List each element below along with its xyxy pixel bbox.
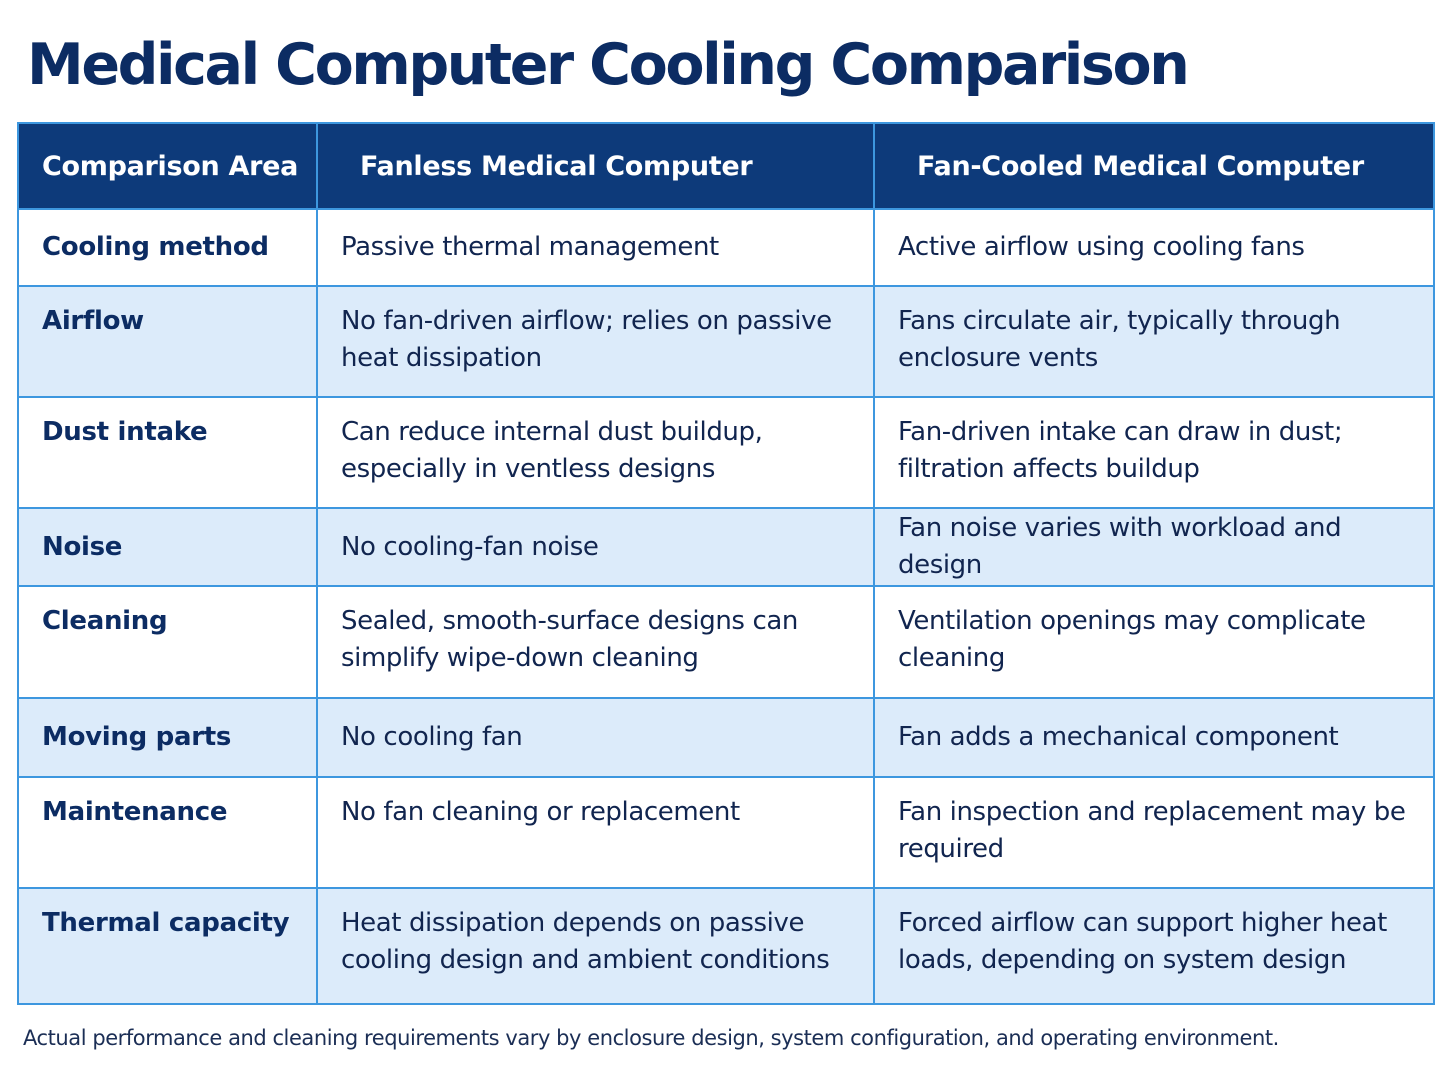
header-fan-cooled: Fan-Cooled Medical Computer xyxy=(873,122,1435,210)
fan-cooled-cell: Ventilation openings may complicate clea… xyxy=(873,585,1435,699)
table-row: Noise No cooling-fan noise Fan noise var… xyxy=(17,507,1435,587)
fan-cooled-cell: Fan inspection and replacement may be re… xyxy=(873,776,1435,889)
fanless-cell: No cooling-fan noise xyxy=(316,507,875,587)
fan-cooled-cell: Fan adds a mechanical component xyxy=(873,697,1435,778)
row-area: Cooling method xyxy=(17,208,318,287)
header-fanless: Fanless Medical Computer xyxy=(316,122,875,210)
fanless-cell: Heat dissipation depends on passive cool… xyxy=(316,887,875,1005)
row-area: Cleaning xyxy=(17,585,318,699)
fanless-cell: No fan-driven airflow; relies on passive… xyxy=(316,285,875,398)
table-header-row: Comparison Area Fanless Medical Computer… xyxy=(17,122,1435,210)
fanless-cell: Sealed, smooth-surface designs can simpl… xyxy=(316,585,875,699)
table-row: Thermal capacity Heat dissipation depend… xyxy=(17,887,1435,1005)
row-area: Moving parts xyxy=(17,697,318,778)
row-area: Noise xyxy=(17,507,318,587)
footnote: Actual performance and cleaning requirem… xyxy=(23,1026,1279,1050)
fan-cooled-cell: Fan noise varies with workload and desig… xyxy=(873,507,1435,587)
fanless-cell: No cooling fan xyxy=(316,697,875,778)
table-row: Airflow No fan-driven airflow; relies on… xyxy=(17,285,1435,398)
fan-cooled-cell: Forced airflow can support higher heat l… xyxy=(873,887,1435,1005)
table-row: Cleaning Sealed, smooth-surface designs … xyxy=(17,585,1435,699)
table-row: Maintenance No fan cleaning or replaceme… xyxy=(17,776,1435,889)
fanless-cell: Passive thermal management xyxy=(316,208,875,287)
row-area: Airflow xyxy=(17,285,318,398)
fan-cooled-cell: Fans circulate air, typically through en… xyxy=(873,285,1435,398)
fanless-cell: Can reduce internal dust buildup, especi… xyxy=(316,396,875,509)
comparison-table: Comparison Area Fanless Medical Computer… xyxy=(17,122,1435,1005)
table-row: Moving parts No cooling fan Fan adds a m… xyxy=(17,697,1435,778)
table-row: Cooling method Passive thermal managemen… xyxy=(17,208,1435,287)
page-title: Medical Computer Cooling Comparison xyxy=(27,32,1190,98)
fan-cooled-cell: Fan-driven intake can draw in dust; filt… xyxy=(873,396,1435,509)
row-area: Thermal capacity xyxy=(17,887,318,1005)
row-area: Dust intake xyxy=(17,396,318,509)
row-area: Maintenance xyxy=(17,776,318,889)
table-row: Dust intake Can reduce internal dust bui… xyxy=(17,396,1435,509)
fanless-cell: No fan cleaning or replacement xyxy=(316,776,875,889)
fan-cooled-cell: Active airflow using cooling fans xyxy=(873,208,1435,287)
header-comparison-area: Comparison Area xyxy=(17,122,318,210)
